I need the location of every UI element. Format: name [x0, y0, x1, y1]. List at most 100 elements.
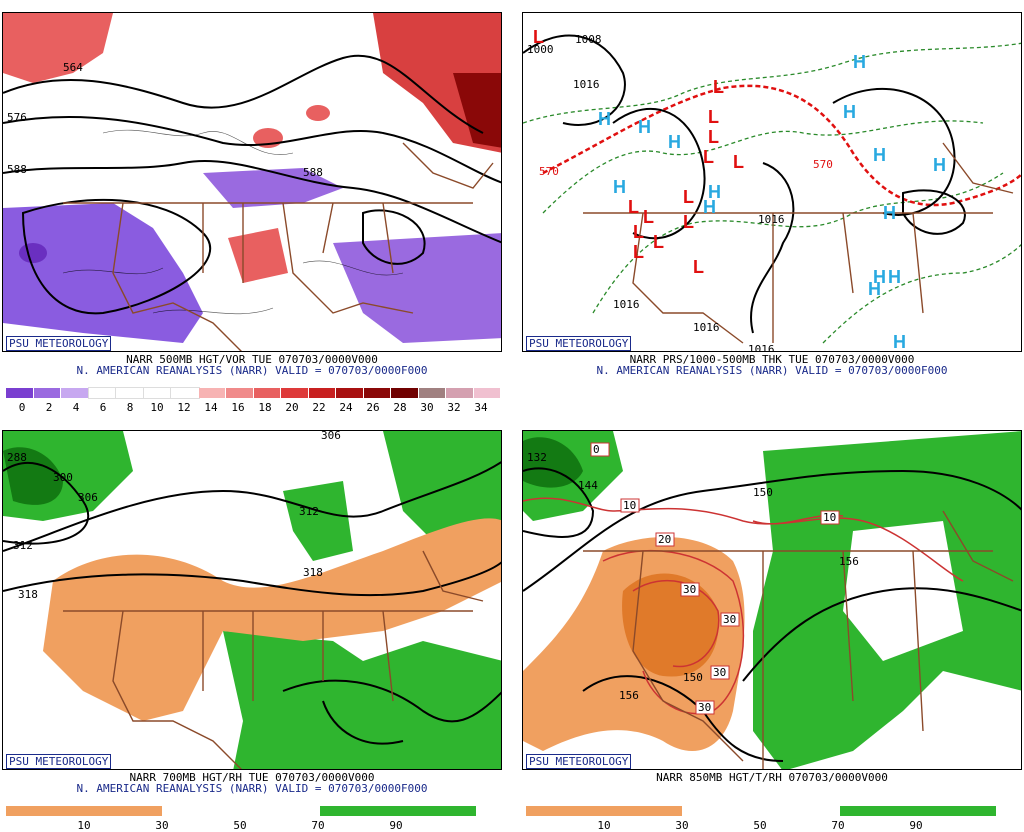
temperature-label-box — [720, 612, 740, 627]
height-label-0: 288 — [7, 451, 27, 464]
colorbar-tick: 6 — [99, 401, 107, 414]
high-pressure-marker: H — [873, 267, 886, 287]
low-pressure-marker: L — [643, 207, 654, 227]
map-700mb-svg: 288 300 306 306 312 312 318 318 — [3, 431, 501, 769]
colorbar-swatch — [281, 388, 309, 398]
colorbar-tick: 8 — [126, 401, 134, 414]
high-pressure-marker: H — [933, 155, 946, 175]
colorbar-swatch — [526, 806, 683, 816]
height-label-3: 156 — [619, 689, 639, 702]
isobar-label-3: 1016 — [758, 213, 785, 226]
colorbar-swatch — [6, 806, 163, 816]
thickness-label-0: 570 — [539, 165, 559, 178]
colorbar-tick: 12 — [177, 401, 191, 414]
colorbar-swatch — [226, 388, 254, 398]
colorbar-swatch — [61, 388, 89, 398]
high-pressure-marker: H — [703, 197, 716, 217]
vorticity-max-nw — [3, 13, 113, 83]
temperature-label-box — [590, 442, 610, 457]
product-title: NARR 700MB HGT/RH TUE 070703/0000V000 — [129, 771, 375, 784]
very-moist-core — [3, 447, 63, 505]
high-pressure-marker: H — [613, 177, 626, 197]
colorbar-swatch — [198, 388, 226, 398]
map-700mb: 288 300 306 306 312 312 318 318 — [2, 430, 502, 770]
vorticity-min-se — [333, 233, 501, 343]
vorticity-min-central — [203, 168, 343, 208]
colorbar-tick: 18 — [258, 401, 272, 414]
height-label-0: 132 — [527, 451, 547, 464]
colorbar-tick: 10 — [597, 819, 611, 832]
height-label-2: 306 — [78, 491, 98, 504]
high-pressure-marker: H — [708, 182, 721, 202]
temperature-label-box — [820, 510, 840, 525]
height-label-1: 300 — [53, 471, 73, 484]
colorbar-tick: 50 — [233, 819, 247, 832]
colorbar-tick: 70 — [311, 819, 325, 832]
colorbar-tick: 14 — [204, 401, 218, 414]
thickness-contours — [523, 42, 1021, 344]
product-subtitle: N. AMERICAN REANALYSIS (NARR) VALID = 07… — [76, 782, 428, 795]
colorbar-swatch — [391, 388, 419, 398]
map-pressure-thickness-svg: 1000 1008 1016 1016 1016 1016 1016 570 5… — [523, 27, 1021, 352]
colorbar-swatch — [115, 387, 145, 399]
height-label-5: 150 — [683, 671, 703, 684]
high-pressure-marker: H — [668, 132, 681, 152]
low-pressure-marker: L — [708, 127, 719, 147]
colorbar-swatch — [840, 806, 997, 816]
high-pressure-marker: H — [883, 203, 896, 223]
vorticity-colorbar — [6, 387, 501, 399]
colorbar-swatch — [170, 387, 200, 399]
political-borders — [63, 142, 494, 351]
low-pressure-marker: L — [713, 77, 724, 97]
vorticity-max-plains — [228, 228, 288, 283]
colorbar-tick: 34 — [474, 401, 488, 414]
temperature-label-box — [620, 498, 640, 513]
vorticity-colorbar-ticks: 0 2 4 6 8 10 12 14 16 18 20 22 24 26 28 30 32 34 — [2, 401, 502, 414]
very-moist-core — [523, 437, 583, 488]
colorbar-tick: 20 — [285, 401, 299, 414]
vorticity-min-sw — [3, 203, 203, 343]
panel-850mb-temperature-rh: 132 144 150 156 156 150 0 10 10 20 30 30 30 30 … — [522, 430, 1022, 832]
vorticity-max-canada-2 — [306, 105, 330, 121]
colorbar-tick: 0 — [18, 401, 26, 414]
high-pressure-marker: H — [853, 52, 866, 72]
low-pressure-marker: L — [703, 147, 714, 167]
low-pressure-marker: L — [633, 242, 644, 262]
colorbar-tick: 28 — [393, 401, 407, 414]
colorbar-tick: 32 — [447, 401, 461, 414]
height-label-3: 306 — [321, 431, 341, 442]
isobars — [523, 34, 966, 334]
vorticity-core-ne — [453, 73, 501, 148]
high-pressure-marker: H — [638, 117, 651, 137]
isobar-label-0: 1000 — [527, 43, 554, 56]
high-pressure-marker: H — [868, 279, 881, 299]
isobar-label-6: 1016 — [748, 343, 775, 352]
low-pressure-marker: L — [693, 257, 704, 277]
low-pressure-marker: L — [633, 222, 644, 242]
thickness-label-1: 570 — [813, 158, 833, 171]
colorbar-tick: 2 — [45, 401, 53, 414]
temperature-label: 30 — [698, 701, 711, 714]
low-pressure-marker: L — [708, 107, 719, 127]
product-subtitle: N. AMERICAN REANALYSIS (NARR) VALID = 07… — [76, 364, 428, 377]
height-label-4: 312 — [13, 539, 33, 552]
rh-colorbar — [526, 806, 997, 816]
map-500mb-svg: 576 564 588 588 — [3, 13, 501, 351]
colorbar-tick: 26 — [366, 401, 380, 414]
colorbar-swatch — [6, 388, 34, 398]
psu-meteorology-badge: PSU METEOROLOGY — [526, 754, 632, 769]
colorbar-tick: 16 — [231, 401, 245, 414]
political-borders — [63, 550, 484, 769]
isobar-label-5: 1016 — [693, 321, 720, 334]
vorticity-thin-contours — [62, 129, 404, 315]
temperature-label: 30 — [723, 613, 736, 626]
colorbar-tick: 70 — [831, 819, 845, 832]
colorbar-swatch — [446, 388, 474, 398]
temperature-label-box — [710, 665, 730, 680]
height-contours — [3, 461, 501, 745]
height-label-4: 156 — [839, 555, 859, 568]
temperature-label: 10 — [623, 499, 636, 512]
low-pressure-marker: L — [733, 152, 744, 172]
